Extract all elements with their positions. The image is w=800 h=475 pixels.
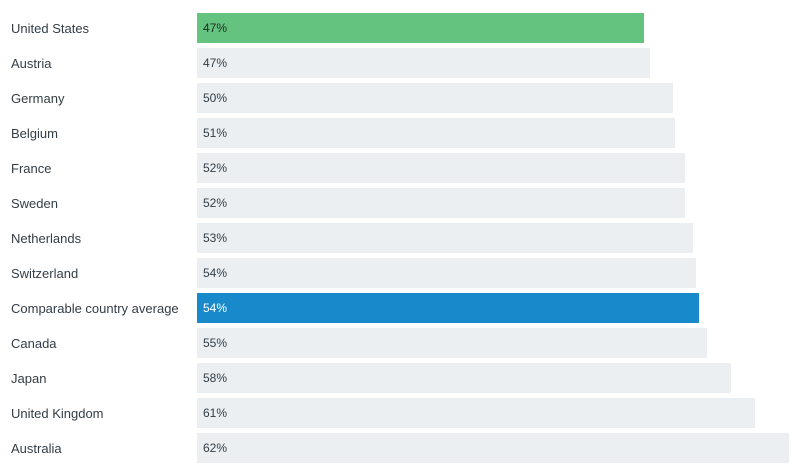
- chart-row: United Kingdom 61%: [0, 398, 800, 433]
- bar: 52%: [197, 188, 685, 218]
- data-label: 47%: [203, 21, 228, 35]
- data-label: 52%: [203, 161, 228, 175]
- bar: 47%: [197, 48, 650, 78]
- data-label: 58%: [203, 371, 228, 385]
- category-label: United Kingdom: [11, 406, 104, 421]
- category-label: Australia: [11, 441, 62, 456]
- category-label: Austria: [11, 56, 52, 71]
- category-label: Germany: [11, 91, 65, 106]
- chart-row: Switzerland 54%: [0, 258, 800, 293]
- bar: 62%: [197, 433, 789, 463]
- category-label: Switzerland: [11, 266, 79, 281]
- category-label: Comparable country average: [11, 301, 179, 316]
- data-label: 62%: [203, 441, 228, 455]
- bar: 54%: [197, 258, 696, 288]
- data-label: 61%: [203, 406, 228, 420]
- chart-row: Sweden 52%: [0, 188, 800, 223]
- data-label: 54%: [203, 266, 228, 280]
- data-label: 52%: [203, 196, 228, 210]
- data-label: 53%: [203, 231, 228, 245]
- chart-row: Australia 62%: [0, 433, 800, 468]
- category-label: Japan: [11, 371, 47, 386]
- chart-row: Germany 50%: [0, 83, 800, 118]
- chart-row: Belgium 51%: [0, 118, 800, 153]
- chart-row: Japan 58%: [0, 363, 800, 398]
- chart-row: United States 47%: [0, 13, 800, 48]
- bar: 47%: [197, 13, 644, 43]
- chart-row: Comparable country average 54%: [0, 293, 800, 328]
- bar: 58%: [197, 363, 731, 393]
- category-label: Canada: [11, 336, 57, 351]
- category-label: Netherlands: [11, 231, 82, 246]
- bar: 54%: [197, 293, 699, 323]
- bar: 51%: [197, 118, 675, 148]
- category-label: France: [11, 161, 52, 176]
- bar: 50%: [197, 83, 673, 113]
- data-label: 47%: [203, 56, 228, 70]
- data-label: 55%: [203, 336, 228, 350]
- bar: 61%: [197, 398, 755, 428]
- category-label: Sweden: [11, 196, 58, 211]
- chart-row: Austria 47%: [0, 48, 800, 83]
- bar: 52%: [197, 153, 685, 183]
- chart-row: Canada 55%: [0, 328, 800, 363]
- data-label: 51%: [203, 126, 228, 140]
- chart-row: France 52%: [0, 153, 800, 188]
- chart-row: Netherlands 53%: [0, 223, 800, 258]
- data-label: 54%: [203, 301, 228, 315]
- category-label: United States: [11, 21, 90, 36]
- bar: 53%: [197, 223, 693, 253]
- category-label: Belgium: [11, 126, 58, 141]
- data-label: 50%: [203, 91, 228, 105]
- bar: 55%: [197, 328, 707, 358]
